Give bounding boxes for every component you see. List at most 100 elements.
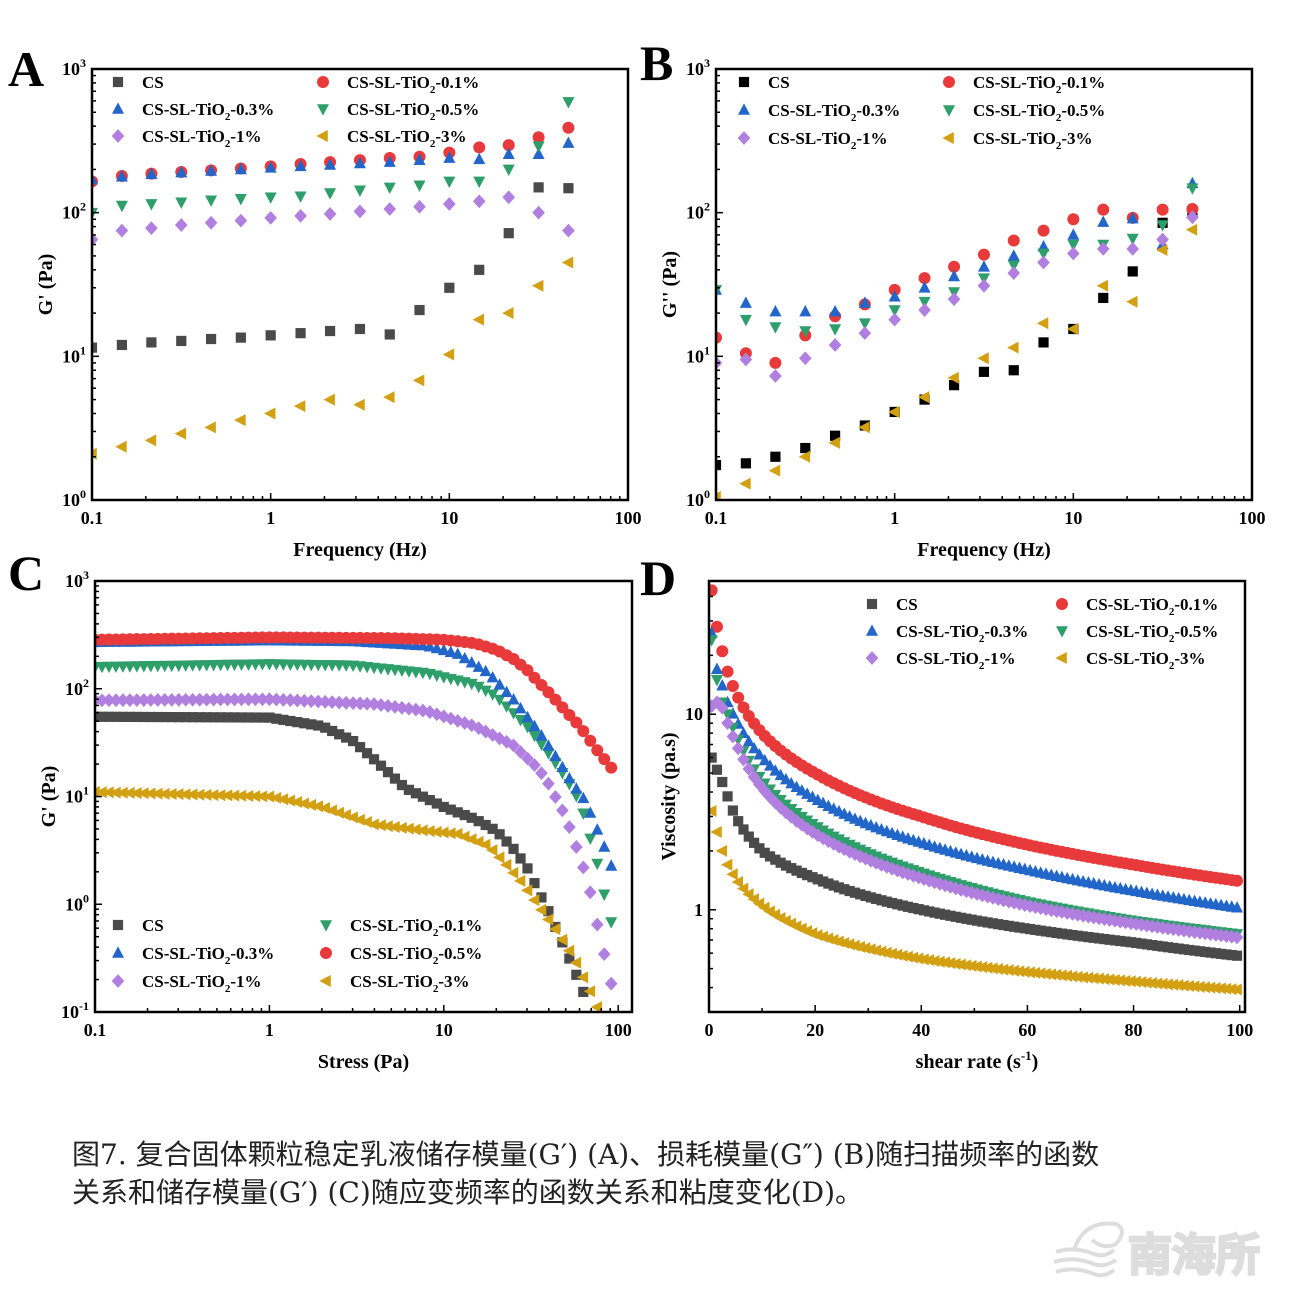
data-point <box>769 764 782 776</box>
data-point <box>1115 935 1126 947</box>
data-point <box>716 459 722 471</box>
plot-frame <box>707 579 1247 1014</box>
data-point <box>514 745 527 759</box>
data-point <box>502 190 516 205</box>
data-point <box>1099 933 1110 945</box>
data-point <box>222 712 233 723</box>
data-point <box>955 912 967 923</box>
data-point <box>1126 211 1139 224</box>
data-point <box>997 893 1010 908</box>
data-point <box>817 876 829 887</box>
data-point <box>948 260 961 273</box>
legend-marker-icon <box>111 129 125 143</box>
data-point <box>92 207 98 220</box>
data-point <box>413 153 426 165</box>
data-point <box>283 794 296 807</box>
data-point <box>1097 973 1110 986</box>
legend-item: CS-SL-TiO2-3% <box>942 129 1093 152</box>
data-point <box>726 868 738 881</box>
data-point <box>570 840 583 854</box>
data-point <box>444 827 456 840</box>
y-tick-label: 102 <box>62 200 86 223</box>
y-tick-label: 101 <box>686 343 710 366</box>
data-point <box>294 208 307 223</box>
data-point <box>1186 210 1199 225</box>
data-point <box>802 870 813 881</box>
data-point <box>933 955 945 968</box>
data-point <box>562 97 575 109</box>
data-point <box>503 228 514 239</box>
x-tick-label: 1 <box>890 508 899 528</box>
x-tick-label: 100 <box>605 1020 632 1040</box>
data-point <box>214 692 227 707</box>
data-point <box>769 369 782 383</box>
data-point <box>137 693 151 707</box>
data-point <box>817 825 830 837</box>
data-point <box>521 751 534 766</box>
y-axis-label: G'' (Pa) <box>659 251 681 318</box>
data-point <box>945 910 956 921</box>
data-point <box>1065 970 1078 983</box>
data-point <box>1182 980 1195 993</box>
data-point <box>360 696 374 711</box>
data-point <box>327 725 338 737</box>
data-point <box>556 803 569 818</box>
data-point <box>929 907 940 918</box>
data-point <box>459 809 470 821</box>
data-point <box>1157 941 1168 952</box>
data-point <box>978 366 990 377</box>
data-point <box>535 766 548 781</box>
data-point <box>927 954 940 967</box>
data-point <box>816 831 830 846</box>
data-point <box>1127 266 1138 277</box>
legend-item: CS-SL-TiO2-0.1% <box>943 73 1105 96</box>
series-cs <box>95 711 589 997</box>
data-point <box>443 176 456 189</box>
data-point <box>833 882 845 893</box>
legend-item: CS-SL-TiO2-1% <box>737 129 888 152</box>
legend-marker-icon <box>737 131 751 145</box>
data-point <box>262 790 275 803</box>
data-point <box>374 819 386 832</box>
data-point <box>174 427 187 440</box>
data-point <box>220 789 233 802</box>
data-point <box>158 693 172 707</box>
legend-label: CS-SL-TiO2-1% <box>896 649 1016 672</box>
data-point <box>201 712 212 723</box>
data-point <box>1156 243 1168 256</box>
data-point <box>1007 341 1019 354</box>
data-point <box>417 791 428 802</box>
data-point <box>917 391 930 404</box>
data-point <box>970 960 982 973</box>
data-point <box>1162 942 1174 953</box>
data-point <box>521 710 534 723</box>
y-tick-label: 100 <box>65 891 89 914</box>
data-point <box>444 645 457 658</box>
data-point <box>1012 965 1025 978</box>
data-point <box>1081 971 1094 984</box>
data-point <box>1131 937 1142 948</box>
data-point <box>977 352 989 365</box>
data-point <box>1129 975 1142 988</box>
legend-label: CS-SL-TiO2-0.5% <box>347 100 479 123</box>
data-point <box>285 715 296 727</box>
data-point <box>486 844 498 857</box>
x-tick-label: 0 <box>705 1020 714 1040</box>
data-point <box>569 956 582 969</box>
legend-item: CS-SL-TiO2-0.3% <box>866 622 1028 645</box>
data-point <box>918 303 931 317</box>
data-point <box>180 712 191 723</box>
data-point <box>798 351 812 366</box>
data-point <box>1136 938 1147 949</box>
data-point <box>1140 976 1152 989</box>
data-point <box>950 911 961 922</box>
data-point <box>1150 977 1163 990</box>
data-point <box>348 735 359 747</box>
data-point <box>438 801 449 813</box>
data-point <box>290 796 303 809</box>
data-point <box>548 923 561 936</box>
data-point <box>768 464 781 477</box>
data-point <box>92 172 98 185</box>
data-point <box>110 711 122 722</box>
data-point <box>175 197 188 209</box>
